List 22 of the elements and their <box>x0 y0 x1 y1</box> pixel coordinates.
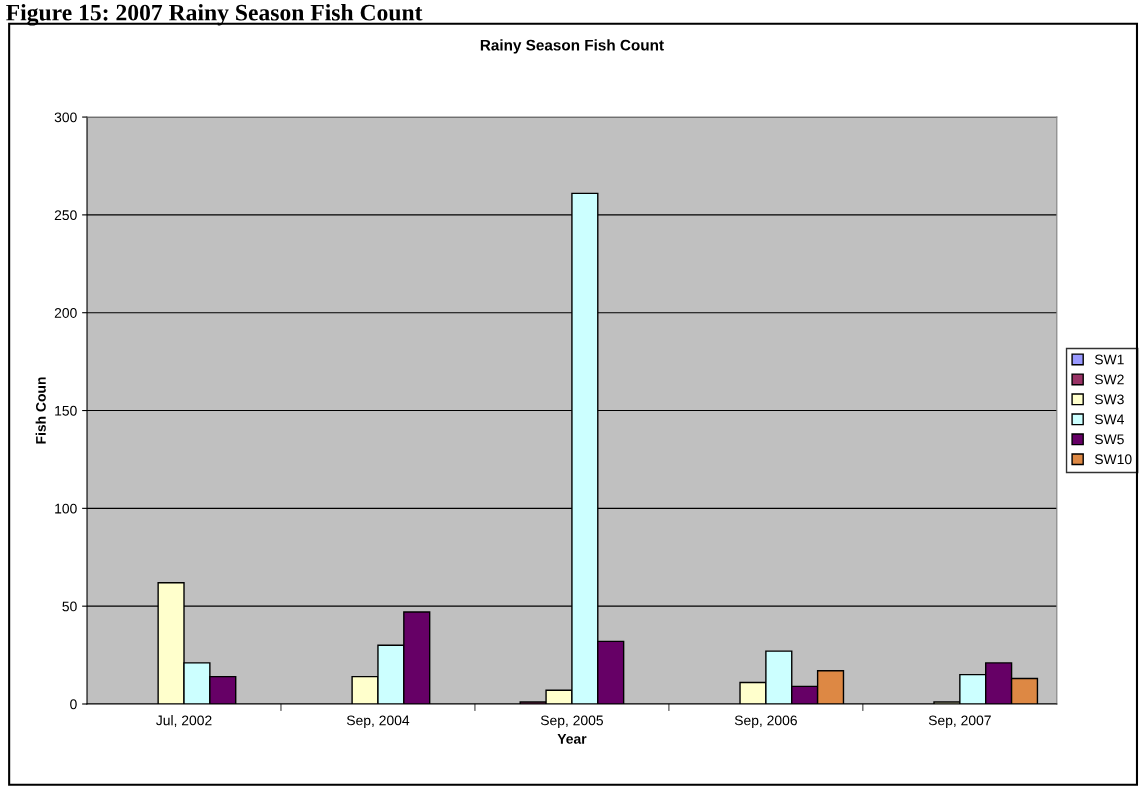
x-tick-label: Sep, 2005 <box>540 715 604 729</box>
y-tick-label: 250 <box>54 210 77 221</box>
x-axis-title: Year <box>557 734 587 744</box>
y-tick-label: 150 <box>55 405 77 416</box>
chart-title: Rainy Season Fish Count <box>480 39 664 54</box>
legend-label: SW3 <box>1094 394 1124 405</box>
x-tick-label: Sep, 2006 <box>734 715 797 729</box>
x-tick-label: Sep, 2004 <box>346 715 410 729</box>
x-tick-label: Sep, 2007 <box>928 715 991 729</box>
legend-label: SW1 <box>1094 354 1124 365</box>
legend-label: SW4 <box>1094 414 1124 425</box>
y-tick-label: 300 <box>54 112 77 123</box>
y-tick-label: 200 <box>54 308 77 318</box>
y-tick-label: 100 <box>55 503 77 514</box>
legend-label: SW10 <box>1094 454 1132 465</box>
legend-label: SW5 <box>1094 434 1124 445</box>
y-axis-title: Fish Coun <box>35 377 46 444</box>
caption: Figure 15: 2007 Rainy Season Fish Count <box>6 3 423 26</box>
y-tick-label: 0 <box>70 699 77 710</box>
y-tick-label: 50 <box>62 601 77 612</box>
legend-label: SW2 <box>1094 374 1124 385</box>
x-tick-label: Jul, 2002 <box>156 715 212 727</box>
